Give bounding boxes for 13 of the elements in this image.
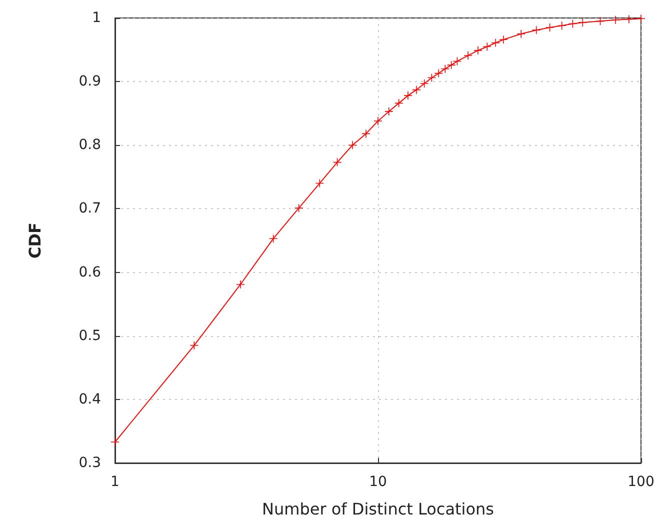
y-tick-label: 0.7	[78, 200, 101, 217]
x-tick-label: 1	[110, 474, 120, 490]
y-tick-label: 1	[92, 10, 101, 26]
x-axis-title: Number of Distinct Locations	[262, 500, 494, 518]
y-tick-label: 0.9	[78, 74, 101, 90]
y-axis-title: CDF	[26, 222, 44, 258]
y-tick-label: 0.8	[78, 137, 101, 154]
y-tick-label: 0.3	[78, 455, 101, 471]
y-tick-label: 0.4	[78, 391, 102, 408]
x-tick-label: 100	[628, 474, 654, 490]
x-tick-label: 10	[369, 474, 387, 490]
y-tick-label: 0.5	[78, 328, 101, 344]
y-tick-label: 0.6	[78, 264, 102, 280]
